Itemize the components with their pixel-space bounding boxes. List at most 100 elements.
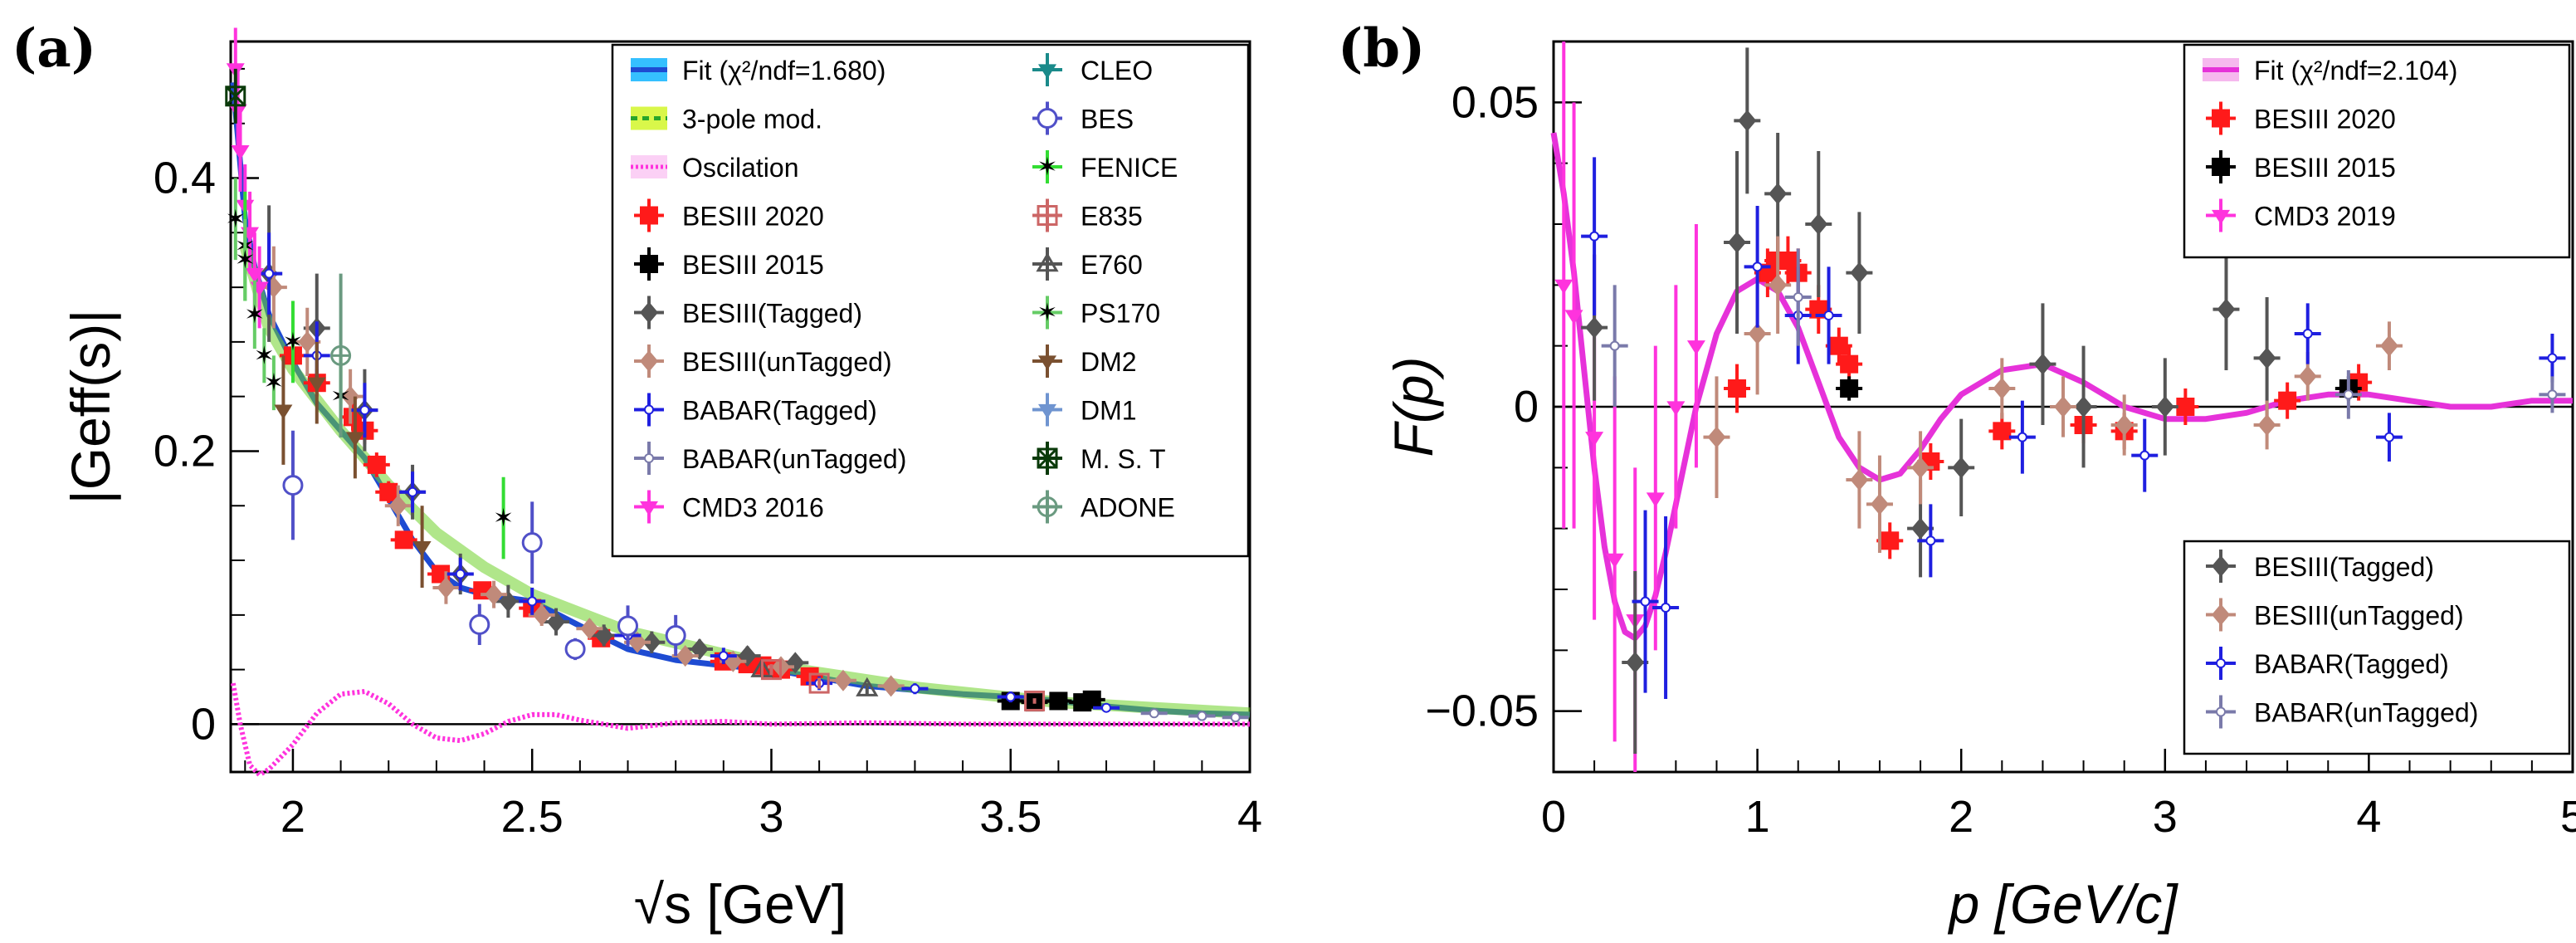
- data-point: [564, 638, 586, 660]
- data-point: [2115, 414, 2134, 436]
- data-point: [2054, 396, 2072, 418]
- legend-marker: [644, 453, 654, 463]
- data-point: [1769, 274, 1788, 296]
- legend-item-besiii-2015: BESIII 2015: [2206, 150, 2396, 183]
- data-point: [1564, 310, 1583, 325]
- panel-b-ylabel: F(p): [1383, 357, 1444, 457]
- data-point: [521, 532, 543, 554]
- legend-marker: ✶: [1037, 154, 1057, 181]
- legend-item-besiii-tagged: BESIII(Tagged): [2206, 550, 2434, 583]
- legend-item-e835: E835: [1032, 198, 1143, 232]
- legend-item-babar-tagged: BABAR(Tagged): [634, 393, 877, 427]
- legend-marker: [2216, 706, 2226, 717]
- legend-item-babar-tagged: BABAR(Tagged): [2206, 647, 2449, 680]
- data-point: [580, 618, 599, 640]
- legend-label: BABAR(unTagged): [2254, 698, 2478, 728]
- data-point: [2217, 298, 2236, 320]
- y-tick-label: 0.05: [1451, 77, 1539, 127]
- data-point: [455, 569, 466, 579]
- a-series-e835: [760, 659, 1046, 711]
- legend-label: Fit (χ²/ndf=2.104): [2254, 56, 2457, 86]
- data-point: [2139, 450, 2150, 461]
- data-point: [1840, 379, 1859, 398]
- data-point: [833, 669, 852, 691]
- data-point: [1925, 535, 1936, 546]
- b-series-besiii-untagged: [1703, 236, 2403, 553]
- legend-box: [2183, 540, 2571, 755]
- data-point: [1646, 492, 1665, 507]
- data-point: [2547, 353, 2558, 364]
- legend-item-besiii-tagged: BESIII(Tagged): [634, 296, 862, 330]
- data-point: [642, 631, 661, 653]
- panel-a-label: (a): [12, 17, 96, 80]
- panel-a-points: ✶✶✶✶✶✶✶✶✶: [225, 27, 1249, 723]
- legend-item-adone: ADONE: [1032, 490, 1175, 524]
- legend-marker: [640, 301, 658, 324]
- legend-marker: [1037, 496, 1058, 517]
- legend-marker: [1038, 403, 1056, 419]
- data-point: [1609, 340, 1620, 351]
- legend-item-dm1: DM1: [1032, 393, 1137, 427]
- x-tick-label: 2: [1949, 792, 1973, 842]
- data-point: [2379, 335, 2398, 357]
- data-point: [1686, 340, 1705, 355]
- data-point: [2257, 414, 2276, 436]
- a-series-adone: [330, 273, 352, 438]
- legend-marker: [1037, 447, 1058, 469]
- legend-item-besiii-2020: BESIII 2020: [2206, 101, 2396, 135]
- data-point: [274, 404, 293, 420]
- data-point: [1952, 457, 1971, 479]
- panel-b-legend-experiments: BESIII(Tagged) BESIII(unTagged) BABAR(Tagg…: [2183, 540, 2571, 755]
- data-point: [1049, 691, 1068, 711]
- data-point: [1870, 493, 1889, 515]
- legend-label: BESIII 2020: [682, 202, 824, 232]
- data-point: [225, 86, 246, 107]
- data-point: [2343, 389, 2354, 400]
- data-point: [881, 675, 900, 697]
- legend-marker: [640, 501, 658, 516]
- a-series-m-s-t: [225, 68, 246, 124]
- legend-marker: [1036, 252, 1059, 272]
- panel-b-chart: 0 1 2 3 4 5 −0.05 0 0.05 Fit (χ²/ndf=2.104) BESII…: [1383, 40, 2576, 935]
- legend-item-besiii-2020: BESIII 2020: [634, 198, 824, 232]
- legend-item-m-s-t: M. S. T: [1032, 442, 1166, 475]
- data-point: [1769, 183, 1788, 205]
- x-tick-label: 4: [1237, 792, 1262, 842]
- legend-item-fit-ndf-1-680: Fit (χ²/ndf=1.680): [631, 56, 886, 86]
- panel-b-legend: Fit (χ²/ndf=2.104) BESIII 2020 BESIII 2015…: [2183, 43, 2571, 259]
- x-tick-label: 2.5: [501, 792, 564, 842]
- legend-marker: [640, 206, 658, 225]
- legend-marker: [2216, 658, 2226, 668]
- data-point: [298, 330, 317, 353]
- legend-label: CLEO: [1081, 56, 1153, 86]
- data-point: [2033, 353, 2052, 375]
- data-point: [1881, 531, 1900, 550]
- data-point: [359, 405, 370, 416]
- legend-item-besiii-untagged: BESIII(unTagged): [634, 344, 892, 378]
- a-series-bes: [282, 430, 686, 661]
- data-point: ✶: [225, 206, 246, 233]
- data-point: [718, 651, 729, 662]
- data-point: [665, 625, 686, 647]
- data-point: [231, 144, 250, 160]
- x-tick-label: 4: [2356, 792, 2381, 842]
- legend-label: BESIII(Tagged): [2254, 552, 2434, 582]
- data-point: [394, 530, 413, 550]
- legend-label: Fit (χ²/ndf=1.680): [682, 56, 886, 86]
- legend-item-cleo: CLEO: [1032, 53, 1153, 86]
- data-point: [1197, 711, 1208, 721]
- data-point: [1101, 702, 1112, 713]
- legend-item-besiii-2015: BESIII 2015: [634, 247, 824, 281]
- legend-marker: [644, 404, 654, 415]
- legend-label: FENICE: [1081, 153, 1178, 183]
- data-point: [1554, 279, 1573, 295]
- legend-item-babar-untagged: BABAR(unTagged): [2206, 695, 2478, 729]
- panel-a-legend: Fit (χ²/ndf=1.680) 3-pole mod. Oscilation B…: [611, 43, 1250, 558]
- data-point: [345, 432, 364, 447]
- legend-label: BES: [1081, 105, 1134, 134]
- data-point: ✶: [263, 369, 284, 397]
- legend-marker: [2212, 158, 2230, 176]
- data-point: [532, 603, 551, 626]
- data-point: [282, 475, 304, 496]
